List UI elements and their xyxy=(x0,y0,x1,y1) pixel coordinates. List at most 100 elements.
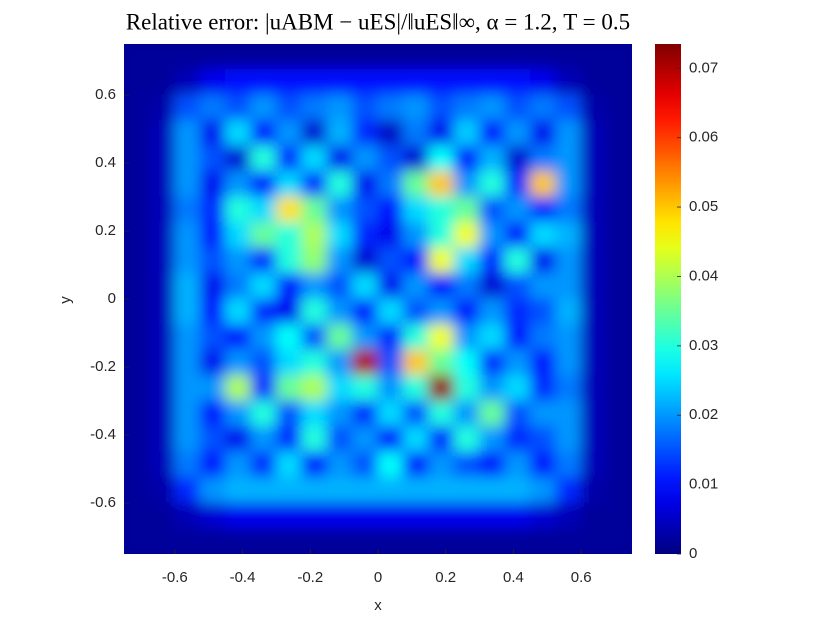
heatmap-cell xyxy=(352,528,379,554)
heatmap-cell xyxy=(225,451,252,478)
heatmap-cell xyxy=(199,145,227,172)
heatmap-cell xyxy=(402,94,430,121)
heatmap-cell xyxy=(301,222,328,249)
heatmap-cell xyxy=(504,273,531,300)
heatmap-cell xyxy=(326,375,354,402)
heatmap-cell xyxy=(479,94,506,121)
colorbar-tick-label: 0 xyxy=(689,545,697,562)
heatmap-cell xyxy=(174,528,201,554)
heatmap-cell xyxy=(606,222,632,249)
heatmap-cell xyxy=(479,477,506,504)
heatmap-cell xyxy=(428,400,455,427)
heatmap-cell xyxy=(124,196,150,223)
heatmap-cell xyxy=(199,349,227,376)
heatmap-cell xyxy=(124,477,150,504)
heatmap-cell xyxy=(275,528,303,554)
heatmap-cell xyxy=(225,196,252,223)
heatmap-cell xyxy=(606,477,632,504)
heatmap-cell xyxy=(606,528,632,554)
heatmap-cell xyxy=(479,375,506,402)
heatmap-cell xyxy=(428,247,455,274)
heatmap-cell xyxy=(352,222,379,249)
heatmap-cell xyxy=(402,349,430,376)
heatmap-cell xyxy=(174,94,201,121)
heatmap-cell xyxy=(124,451,150,478)
heatmap-cell xyxy=(301,247,328,274)
heatmap-cell xyxy=(225,247,252,274)
y-tick-label: 0.6 xyxy=(95,86,116,103)
heatmap-cell xyxy=(148,349,176,376)
heatmap-cell xyxy=(174,451,201,478)
heatmap-cell xyxy=(225,44,252,70)
heatmap-cell xyxy=(199,196,227,223)
heatmap-cell xyxy=(301,69,328,96)
colorbar-tick-label: 0.01 xyxy=(689,476,718,493)
heatmap-cell xyxy=(504,69,531,96)
heatmap-cell xyxy=(580,273,608,300)
heatmap-cell xyxy=(326,145,354,172)
heatmap-cell xyxy=(580,44,608,70)
heatmap-cell xyxy=(555,451,582,478)
y-tick-label: 0.4 xyxy=(95,154,116,171)
heatmap-cell xyxy=(580,451,608,478)
heatmap-cell xyxy=(377,247,404,274)
heatmap-cell xyxy=(174,120,201,147)
heatmap-cell xyxy=(402,477,430,504)
x-tick-label: 0 xyxy=(374,569,382,586)
heatmap-cell xyxy=(402,324,430,351)
heatmap-cell xyxy=(199,324,227,351)
heatmap-cell xyxy=(428,94,455,121)
heatmap-cell xyxy=(174,273,201,300)
heatmap-cell xyxy=(225,69,252,96)
heatmap-cell xyxy=(301,196,328,223)
heatmap-cell xyxy=(479,528,506,554)
heatmap-cell xyxy=(148,298,176,325)
heatmap-cell xyxy=(225,94,252,121)
heatmap-cell xyxy=(250,349,277,376)
heatmap-cell xyxy=(504,502,531,529)
heatmap-cell xyxy=(555,222,582,249)
heatmap-cell xyxy=(352,502,379,529)
heatmap-cell xyxy=(479,298,506,325)
heatmap-cell xyxy=(352,451,379,478)
heatmap-cell xyxy=(428,477,455,504)
x-axis-label: x xyxy=(374,597,382,614)
heatmap-cell xyxy=(148,400,176,427)
heatmap-cell xyxy=(479,196,506,223)
heatmap-cell xyxy=(124,94,150,121)
heatmap-cell xyxy=(326,94,354,121)
heatmap-cell xyxy=(504,196,531,223)
heatmap-cell xyxy=(275,69,303,96)
heatmap-cell xyxy=(428,298,455,325)
heatmap-cell xyxy=(402,44,430,70)
heatmap-cell xyxy=(199,273,227,300)
heatmap-cell xyxy=(250,273,277,300)
heatmap-cell xyxy=(580,120,608,147)
colorbar-tick-label: 0.03 xyxy=(689,337,718,354)
heatmap-cell xyxy=(479,324,506,351)
heatmap-cell xyxy=(148,94,176,121)
heatmap-cell xyxy=(225,349,252,376)
heatmap-cell xyxy=(555,349,582,376)
heatmap-cell xyxy=(529,273,557,300)
heatmap-cell xyxy=(250,502,277,529)
heatmap-cell xyxy=(529,349,557,376)
heatmap-cell xyxy=(580,528,608,554)
heatmap-cell xyxy=(199,528,227,554)
heatmap-cell xyxy=(124,400,150,427)
heatmap-cell xyxy=(275,477,303,504)
heatmap-cell xyxy=(275,451,303,478)
heatmap-cell xyxy=(225,324,252,351)
heatmap-cell xyxy=(174,502,201,529)
heatmap-cell xyxy=(428,349,455,376)
heatmap-cell xyxy=(529,451,557,478)
heatmap-cell xyxy=(199,451,227,478)
heatmap-cell xyxy=(479,426,506,453)
heatmap-cell xyxy=(606,451,632,478)
heatmap-cell xyxy=(504,247,531,274)
heatmap-cell xyxy=(326,477,354,504)
heatmap-cell xyxy=(402,273,430,300)
heatmap-cell xyxy=(352,120,379,147)
heatmap-cell xyxy=(250,171,277,198)
heatmap-cell xyxy=(174,324,201,351)
